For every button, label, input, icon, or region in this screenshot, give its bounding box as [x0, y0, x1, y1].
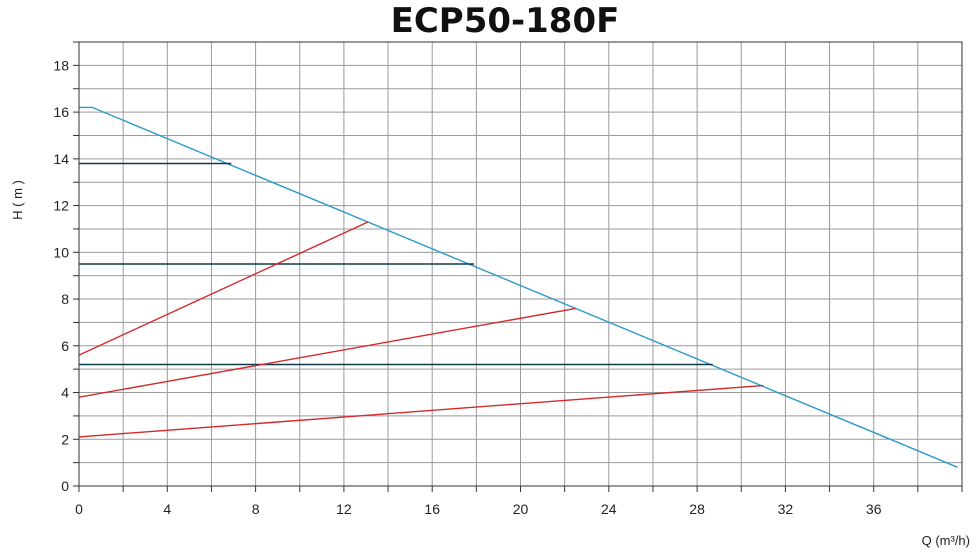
x-tick-label: 0	[75, 501, 83, 517]
x-tick-label: 36	[866, 501, 882, 517]
x-axis-label: Q (m³/h)	[922, 533, 970, 548]
series-lines	[78, 106, 958, 468]
y-axis-label: H ( m )	[10, 180, 25, 220]
y-tick-label: 0	[61, 478, 69, 494]
x-tick-label: 8	[252, 501, 260, 517]
x-tick-label: 32	[778, 501, 794, 517]
series-line-1	[79, 106, 958, 468]
y-tick-label: 10	[53, 244, 69, 260]
y-tick-label: 6	[61, 338, 69, 354]
y-tick-label: 8	[61, 291, 69, 307]
y-tick-label: 12	[53, 198, 69, 214]
y-tick-label: 4	[61, 385, 69, 401]
y-tick-label: 2	[61, 431, 69, 447]
x-tick-label: 4	[163, 501, 171, 517]
series-line-5	[78, 221, 369, 356]
chart-title: ECP50-180F	[391, 1, 620, 41]
x-tick-label: 28	[689, 501, 705, 517]
x-tick-label: 16	[424, 501, 440, 517]
grid	[79, 42, 962, 486]
y-tick-label: 18	[53, 57, 69, 73]
y-tick-label: 14	[53, 151, 69, 167]
x-tick-label: 24	[601, 501, 617, 517]
series-line-6	[78, 307, 576, 398]
y-tick-label: 16	[53, 104, 69, 120]
x-tick-label: 20	[513, 501, 529, 517]
x-tick-label: 12	[336, 501, 352, 517]
series-line-7	[78, 384, 764, 438]
